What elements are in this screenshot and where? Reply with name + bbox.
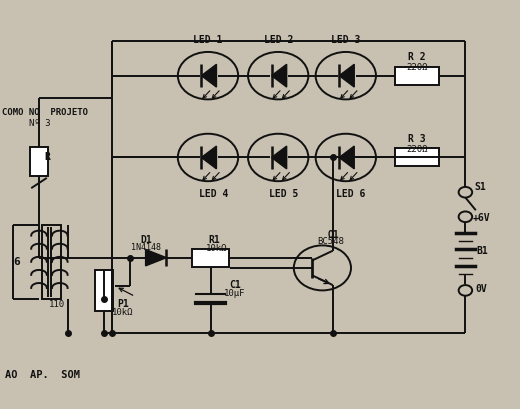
Text: 6: 6 — [13, 257, 20, 267]
Text: 220Ω: 220Ω — [407, 63, 428, 72]
Text: R: R — [44, 151, 50, 162]
Bar — [395, 148, 439, 166]
Polygon shape — [271, 64, 287, 87]
Polygon shape — [339, 146, 354, 169]
Polygon shape — [146, 249, 166, 266]
Text: B1: B1 — [477, 245, 489, 256]
Bar — [395, 67, 439, 85]
Text: +6V: +6V — [472, 213, 490, 223]
Text: C1: C1 — [229, 280, 241, 290]
Text: 10μF: 10μF — [224, 289, 245, 298]
Polygon shape — [271, 146, 287, 169]
Text: Q1: Q1 — [328, 229, 340, 239]
Text: 110: 110 — [48, 300, 64, 309]
Text: R1: R1 — [208, 235, 220, 245]
Text: 220Ω: 220Ω — [407, 145, 428, 154]
Text: D1: D1 — [140, 235, 152, 245]
Text: 10kΩ: 10kΩ — [205, 244, 227, 253]
Text: LED 2: LED 2 — [264, 35, 293, 45]
Text: 10kΩ: 10kΩ — [112, 308, 133, 317]
Text: LED 3: LED 3 — [331, 35, 360, 45]
Text: 1N4148: 1N4148 — [131, 243, 161, 252]
Text: P1: P1 — [117, 299, 129, 309]
Text: LED 4: LED 4 — [199, 189, 228, 198]
Text: S1: S1 — [475, 182, 487, 192]
Polygon shape — [339, 64, 354, 87]
Text: LED 6: LED 6 — [336, 189, 366, 198]
Text: COMO NO  PROJETO: COMO NO PROJETO — [2, 108, 87, 117]
Bar — [95, 270, 113, 311]
Text: R 2: R 2 — [409, 52, 426, 62]
Text: BC548: BC548 — [317, 237, 344, 246]
Polygon shape — [201, 64, 216, 87]
Text: R 3: R 3 — [409, 134, 426, 144]
Bar — [30, 147, 48, 176]
Bar — [192, 249, 229, 267]
Text: Nº 3: Nº 3 — [29, 119, 50, 128]
Text: LED 1: LED 1 — [193, 35, 223, 45]
Bar — [42, 225, 61, 299]
Text: LED 5: LED 5 — [269, 189, 298, 198]
Text: AO  AP.  SOM: AO AP. SOM — [5, 370, 80, 380]
Polygon shape — [201, 146, 216, 169]
Text: 0V: 0V — [476, 284, 488, 294]
